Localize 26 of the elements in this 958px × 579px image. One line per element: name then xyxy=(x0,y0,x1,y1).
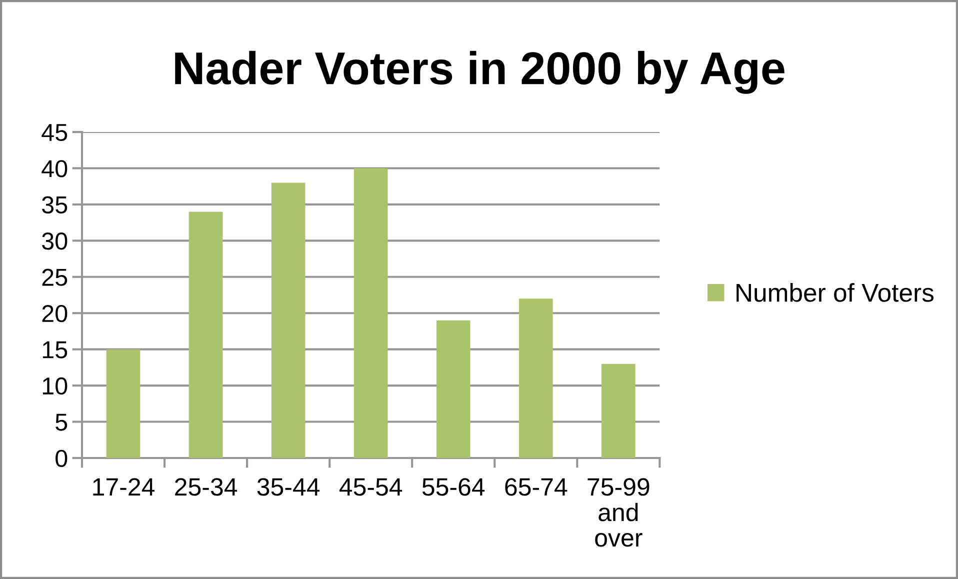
chart-title: Nader Voters in 2000 by Age xyxy=(175,50,784,94)
x-tick-label: 55-64 xyxy=(422,478,485,496)
bar xyxy=(602,364,636,458)
bar xyxy=(188,212,223,458)
y-tick-label: 25 xyxy=(42,268,68,286)
bar xyxy=(436,320,470,458)
y-tick-label: 15 xyxy=(42,341,68,358)
x-tick-label: 35-44 xyxy=(257,478,320,496)
bar xyxy=(518,298,553,458)
y-tick-label: 35 xyxy=(42,196,68,214)
bar xyxy=(106,349,140,458)
bar xyxy=(271,182,306,458)
y-tick-label: 20 xyxy=(42,304,68,322)
y-tick-label: 5 xyxy=(56,414,68,431)
x-tick-label: 25-34 xyxy=(175,478,238,496)
y-tick-label: 10 xyxy=(42,377,68,395)
x-tick-label: 17-24 xyxy=(93,478,155,496)
y-tick-label: 45 xyxy=(42,124,68,142)
y-tick-label: 30 xyxy=(42,232,68,250)
y-tick-label: 0 xyxy=(56,450,68,468)
x-tick-label: 45-54 xyxy=(339,478,402,496)
legend-label: Number of Voters xyxy=(736,283,934,302)
x-tick-label: 65-74 xyxy=(505,478,568,496)
y-tick-label: 40 xyxy=(42,160,68,178)
bar xyxy=(354,168,388,458)
x-tick-label: 75-99 and over xyxy=(588,478,650,547)
